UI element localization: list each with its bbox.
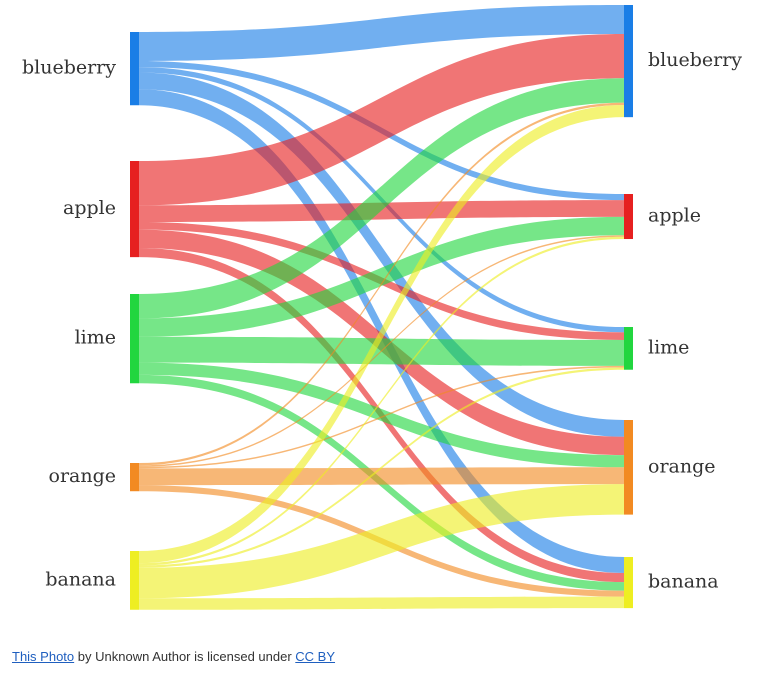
link-lime-to-apple bbox=[139, 216, 624, 337]
link-orange-to-orange bbox=[139, 467, 624, 486]
link-banana-to-orange bbox=[139, 484, 624, 599]
source-label-lime: lime bbox=[75, 327, 116, 349]
target-label-lime: lime bbox=[648, 336, 689, 358]
source-node-blueberry bbox=[130, 32, 139, 106]
link-orange-to-apple bbox=[139, 235, 624, 467]
target-label-apple: apple bbox=[648, 205, 701, 227]
sankey-links bbox=[139, 5, 624, 610]
source-node-lime bbox=[130, 294, 139, 384]
target-node-apple bbox=[624, 194, 633, 240]
link-banana-to-apple bbox=[139, 236, 624, 566]
source-node-apple bbox=[130, 161, 139, 258]
target-node-orange bbox=[624, 420, 633, 515]
target-label-banana: banana bbox=[648, 571, 719, 593]
link-apple-to-apple bbox=[139, 200, 624, 223]
source-node-orange bbox=[130, 463, 139, 492]
link-lime-to-blueberry bbox=[139, 78, 624, 319]
link-blueberry-to-blueberry bbox=[139, 5, 624, 61]
link-orange-to-blueberry bbox=[139, 102, 624, 466]
sankey-diagram: blueberry apple lime orange banana blueberry a… bbox=[22, 5, 742, 610]
credit-text: by Unknown Author is licensed under bbox=[74, 649, 296, 664]
source-node-banana bbox=[130, 551, 139, 610]
license-link[interactable]: CC BY bbox=[295, 649, 336, 664]
sankey-labels: blueberry apple lime orange banana blueberry a… bbox=[22, 49, 742, 592]
target-node-lime bbox=[624, 327, 633, 370]
link-banana-to-lime bbox=[139, 367, 624, 568]
target-label-orange: orange bbox=[648, 455, 716, 477]
source-label-apple: apple bbox=[63, 197, 116, 219]
link-banana-to-banana bbox=[139, 596, 624, 610]
link-banana-to-blueberry bbox=[139, 104, 624, 564]
photo-credit: This Photo by Unknown Author is licensed… bbox=[12, 649, 335, 664]
photo-link[interactable]: This Photo bbox=[12, 649, 75, 664]
target-node-banana bbox=[624, 557, 633, 609]
target-label-blueberry: blueberry bbox=[648, 49, 742, 71]
source-label-banana: banana bbox=[45, 568, 116, 590]
link-lime-to-orange bbox=[139, 362, 624, 468]
link-orange-to-lime bbox=[139, 365, 624, 469]
source-label-blueberry: blueberry bbox=[22, 57, 116, 79]
sankey-nodes bbox=[130, 5, 633, 610]
target-node-blueberry bbox=[624, 5, 633, 118]
source-label-orange: orange bbox=[49, 465, 117, 487]
link-blueberry-to-orange bbox=[139, 72, 624, 437]
link-apple-to-blueberry bbox=[139, 33, 624, 206]
